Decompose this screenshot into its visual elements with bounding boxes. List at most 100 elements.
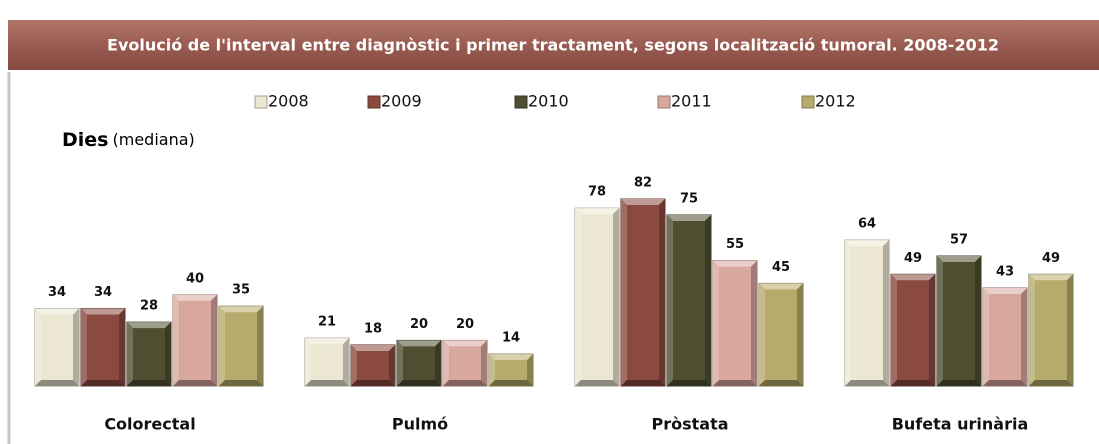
legend-label: 2009: [381, 92, 422, 111]
x-tick-label: Bufeta urinària: [892, 415, 1029, 434]
data-label: 14: [502, 331, 520, 346]
bar-bevel: [929, 274, 935, 386]
x-tick-label: Colorectal: [104, 415, 195, 434]
data-label: 34: [94, 285, 112, 300]
bar-bevel: [443, 380, 487, 386]
data-label: 64: [858, 217, 876, 232]
bar: [1028, 273, 1074, 387]
bar-bevel: [983, 380, 1027, 386]
bar: [396, 339, 442, 387]
bar: [80, 307, 126, 387]
bar-bevel: [173, 380, 217, 386]
bar-bevel: [73, 308, 79, 386]
bar-bevel: [575, 208, 619, 215]
legend-label: 2008: [268, 92, 309, 111]
legend-label: 2012: [815, 92, 856, 111]
bar-bevel: [621, 380, 665, 386]
bar-bevel: [975, 256, 981, 386]
bar-bevel: [489, 354, 533, 361]
data-label: 57: [950, 233, 968, 248]
title-banner: [8, 20, 1099, 70]
bar-bevel: [81, 380, 125, 386]
bar-bevel: [81, 308, 87, 386]
data-label: 78: [588, 185, 606, 200]
bar: [844, 239, 890, 387]
plot: 2008 2009 2010 2011 2012 34 34 28 40 35 Colorectal…: [34, 92, 1074, 434]
data-label: 21: [318, 315, 336, 330]
bar-bevel: [659, 199, 665, 386]
bar-bevel: [883, 240, 889, 386]
bar-bevel: [1029, 274, 1073, 281]
data-label: 20: [410, 317, 428, 332]
bar-bevel: [1021, 287, 1027, 386]
bar-bevel: [527, 354, 533, 386]
data-label: 45: [772, 260, 790, 275]
bar-bevel: [173, 294, 179, 386]
bar: [172, 294, 218, 387]
data-label: 49: [1042, 251, 1060, 266]
bar-bevel: [751, 260, 757, 386]
bar: [712, 260, 758, 387]
bar: [126, 321, 172, 387]
bar-bevel: [119, 308, 125, 386]
bar-bevel: [211, 294, 217, 386]
bar-bevel: [759, 380, 803, 386]
bar-bevel: [165, 322, 171, 386]
bar-bevel: [713, 260, 719, 386]
bar-bevel: [621, 199, 665, 206]
legend-swatch: [514, 95, 528, 109]
data-label: 55: [726, 237, 744, 252]
bar-bevel: [845, 240, 889, 247]
legend-swatch: [657, 95, 671, 109]
bar-bevel: [575, 380, 619, 386]
bar-bevel: [489, 354, 495, 386]
bar: [350, 344, 396, 387]
bar-bevel: [937, 380, 981, 386]
legend-label: 2010: [528, 92, 569, 111]
x-tick-label: Pulmó: [392, 415, 448, 434]
bar-bevel: [489, 380, 533, 386]
bar-bevel: [435, 340, 441, 386]
bar-bevel: [891, 274, 897, 386]
bar-bevel: [667, 215, 673, 386]
bar-bevel: [613, 208, 619, 386]
bar: [890, 273, 936, 387]
bar-bevel: [937, 256, 981, 263]
bar-bevel: [891, 380, 935, 386]
data-label: 82: [634, 176, 652, 191]
bar-bevel: [983, 287, 989, 386]
data-label: 40: [186, 271, 204, 286]
bar-bevel: [35, 308, 79, 315]
y-label-note: (mediana): [112, 130, 194, 149]
bar-bevel: [305, 338, 349, 345]
bar-bevel: [305, 380, 349, 386]
bar-bevel: [983, 287, 1027, 294]
bar-bevel: [257, 306, 263, 386]
bar-bevel: [127, 380, 171, 386]
data-label: 49: [904, 251, 922, 266]
bar-bevel: [443, 340, 487, 347]
bar-bevel: [481, 340, 487, 386]
bar-bevel: [397, 380, 441, 386]
data-label: 20: [456, 317, 474, 332]
y-label-main: Dies: [62, 129, 108, 151]
bar-bevel: [1029, 380, 1073, 386]
bar-bevel: [389, 344, 395, 386]
bar-bevel: [759, 283, 765, 386]
bar-bevel: [343, 338, 349, 386]
bar-bevel: [351, 344, 357, 386]
bar-bevel: [219, 380, 263, 386]
legend-label: 2011: [671, 92, 712, 111]
bar: [758, 282, 804, 387]
bar-bevel: [1067, 274, 1073, 386]
bar-bevel: [937, 256, 943, 386]
y-axis-label: Dies (mediana): [62, 129, 195, 151]
bar-bevel: [667, 215, 711, 221]
data-label: 34: [48, 285, 66, 300]
bar: [666, 214, 712, 387]
bar-bevel: [759, 283, 803, 290]
x-tick-label: Pròstata: [651, 415, 728, 434]
legend-swatch: [801, 95, 815, 109]
data-label: 18: [364, 321, 382, 336]
